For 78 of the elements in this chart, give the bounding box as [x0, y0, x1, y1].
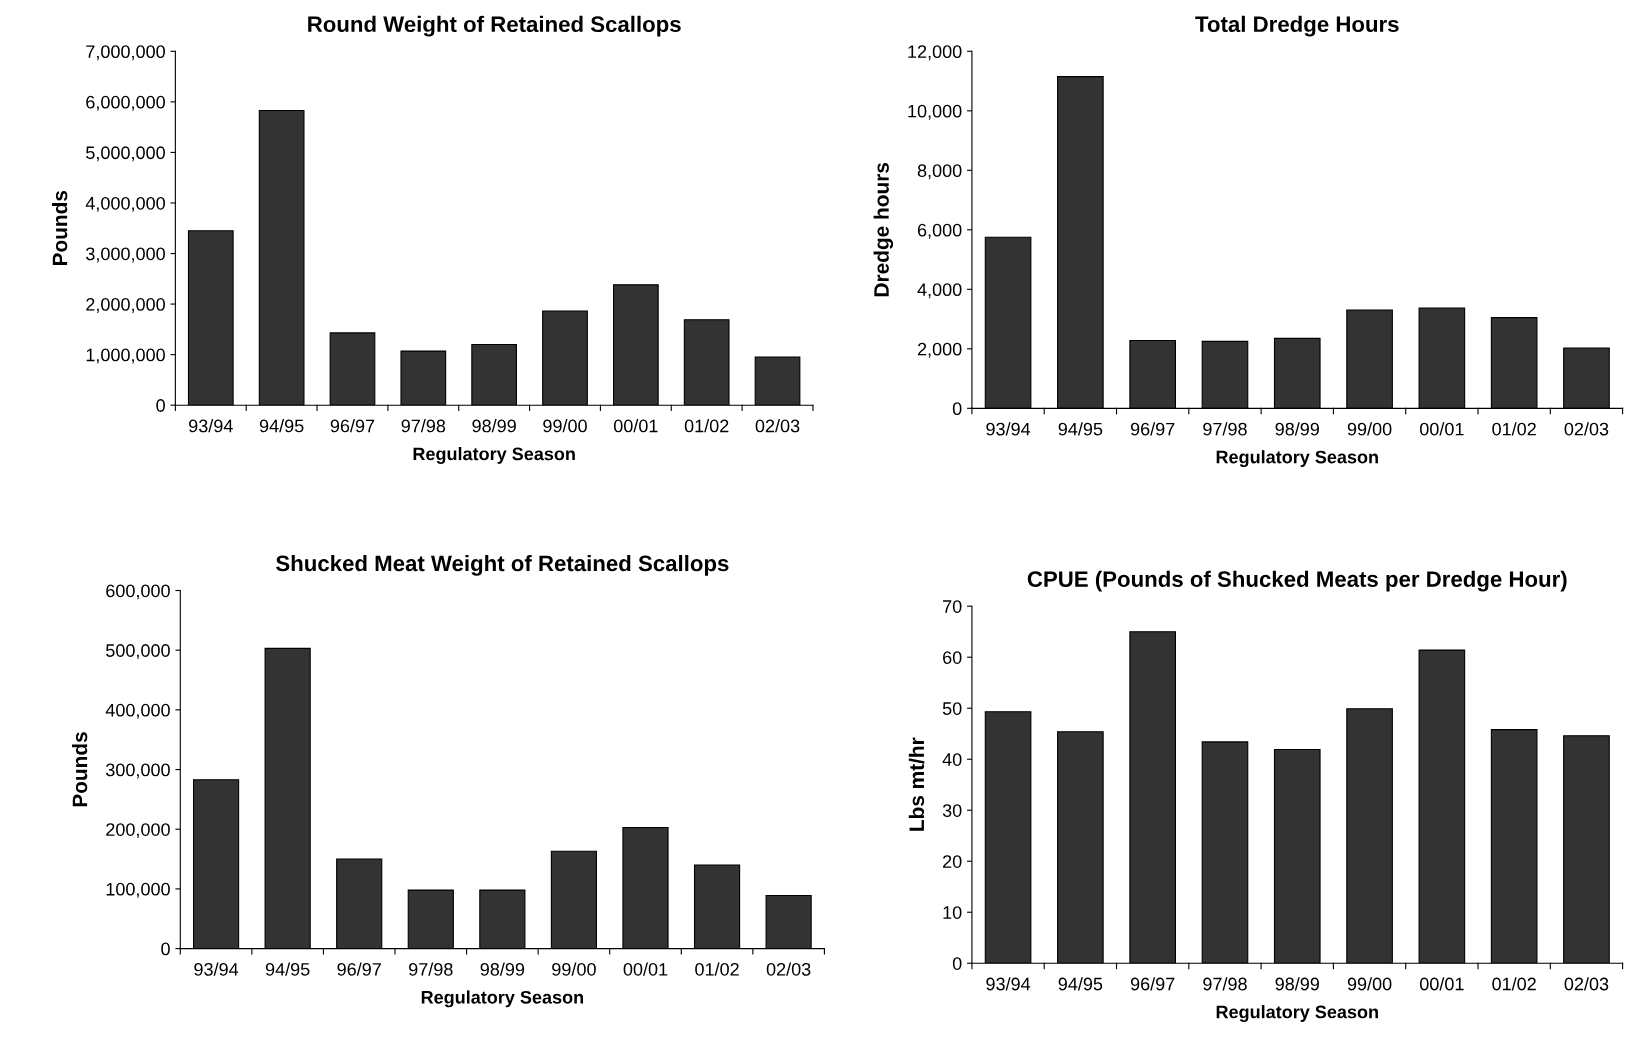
y-tick-label: 3,000,000 [86, 247, 165, 263]
x-tick-label: 02/03 [1564, 422, 1609, 436]
y-tick-label: 500,000 [106, 644, 170, 660]
y-tick-label: 6,000,000 [86, 95, 165, 111]
x-tick-label: 99/00 [552, 962, 596, 976]
x-tick-label: 99/00 [1347, 977, 1392, 991]
y-tick-label: 8,000 [917, 164, 962, 180]
y-tick-label: 10,000 [908, 104, 962, 120]
x-tick-label: 94/95 [265, 962, 310, 976]
y-tick-label: 600,000 [106, 584, 170, 600]
x-tick-label: 93/94 [194, 962, 239, 976]
x-tick-label: 96/97 [330, 419, 375, 433]
x-axis-title: Regulatory Season [421, 990, 584, 1008]
x-axis-title: Regulatory Season [1216, 450, 1378, 468]
x-tick-label: 96/97 [1130, 422, 1175, 436]
x-tick-label: 01/02 [1492, 977, 1536, 991]
x-tick-label: 98/99 [480, 962, 525, 976]
x-tick-label: 98/99 [1275, 422, 1320, 436]
y-tick-label: 60 [943, 651, 962, 664]
x-tick-label: 94/95 [259, 419, 304, 433]
y-tick-label: 0 [156, 399, 165, 412]
y-tick-label: 7,000,000 [86, 45, 165, 61]
y-tick-label: 200,000 [106, 823, 170, 839]
x-axis-title: Regulatory Season [413, 447, 575, 464]
y-tick-label: 10 [943, 906, 962, 919]
x-tick-label: 01/02 [695, 962, 739, 976]
y-tick-label: 20 [943, 855, 962, 868]
y-tick-label: 300,000 [106, 763, 170, 779]
x-tick-label: 99/00 [543, 419, 587, 433]
x-tick-label: 02/03 [755, 419, 800, 433]
x-tick-label: 93/94 [986, 422, 1031, 436]
y-tick-label: 2,000,000 [86, 298, 165, 313]
x-axis-title: Regulatory Season [1216, 1005, 1378, 1022]
y-tick-label: 40 [942, 753, 962, 766]
x-tick-label: 01/02 [1492, 422, 1536, 436]
y-axis-title: Lbs mt/hr [908, 737, 925, 831]
y-tick-label: 2,000 [917, 342, 962, 358]
x-tick-label: 94/95 [1058, 422, 1103, 436]
x-tick-label: 02/03 [766, 962, 811, 976]
y-tick-label: 30 [942, 804, 962, 817]
x-tick-label: 00/01 [623, 962, 668, 976]
chart-title: Total Dredge Hours [1195, 15, 1399, 37]
y-tick-label: 0 [161, 942, 170, 956]
x-tick-label: 96/97 [1130, 977, 1175, 991]
x-tick-label: 00/01 [613, 419, 658, 433]
x-tick-label: 97/98 [401, 419, 446, 433]
x-tick-label: 93/94 [189, 419, 233, 433]
y-tick-label: 70 [943, 600, 962, 613]
x-tick-label: 96/97 [337, 962, 381, 976]
y-tick-label: 50 [942, 702, 962, 715]
x-tick-label: 94/95 [1058, 977, 1103, 991]
y-tick-label: 4,000 [917, 283, 962, 299]
x-tick-label: 97/98 [1203, 422, 1247, 436]
chart-title: Round Weight of Retained Scallops [308, 15, 681, 37]
y-tick-label: 100,000 [106, 882, 170, 898]
x-tick-label: 01/02 [684, 419, 729, 433]
y-tick-label: 6,000 [917, 223, 962, 239]
y-tick-label: 0 [952, 402, 962, 416]
y-axis-title: Pounds [72, 732, 88, 807]
x-tick-label: 02/03 [1564, 977, 1609, 991]
x-tick-label: 00/01 [1419, 977, 1464, 991]
x-tick-label: 98/99 [1275, 977, 1320, 991]
chart-title: CPUE (Pounds of Shucked Meats per Dredge Hour) [1027, 570, 1567, 592]
y-tick-label: 1,000,000 [86, 348, 165, 364]
chart-title: Shucked Meat Weight of Retained Scallops [276, 554, 729, 576]
x-tick-label: 93/94 [986, 977, 1031, 991]
x-tick-label: 97/98 [409, 962, 453, 976]
x-tick-label: 99/00 [1347, 422, 1392, 436]
y-tick-label: 4,000,000 [85, 196, 165, 212]
y-tick-label: 0 [952, 957, 962, 970]
x-tick-label: 00/01 [1419, 422, 1464, 436]
y-axis-title: Pounds [52, 190, 68, 266]
y-tick-label: 5,000,000 [86, 146, 165, 162]
y-axis-title: Dredge hours [873, 162, 894, 297]
y-tick-label: 400,000 [105, 703, 170, 719]
y-tick-label: 12,000 [908, 45, 962, 61]
x-tick-label: 98/99 [472, 419, 516, 433]
x-tick-label: 97/98 [1203, 977, 1247, 991]
